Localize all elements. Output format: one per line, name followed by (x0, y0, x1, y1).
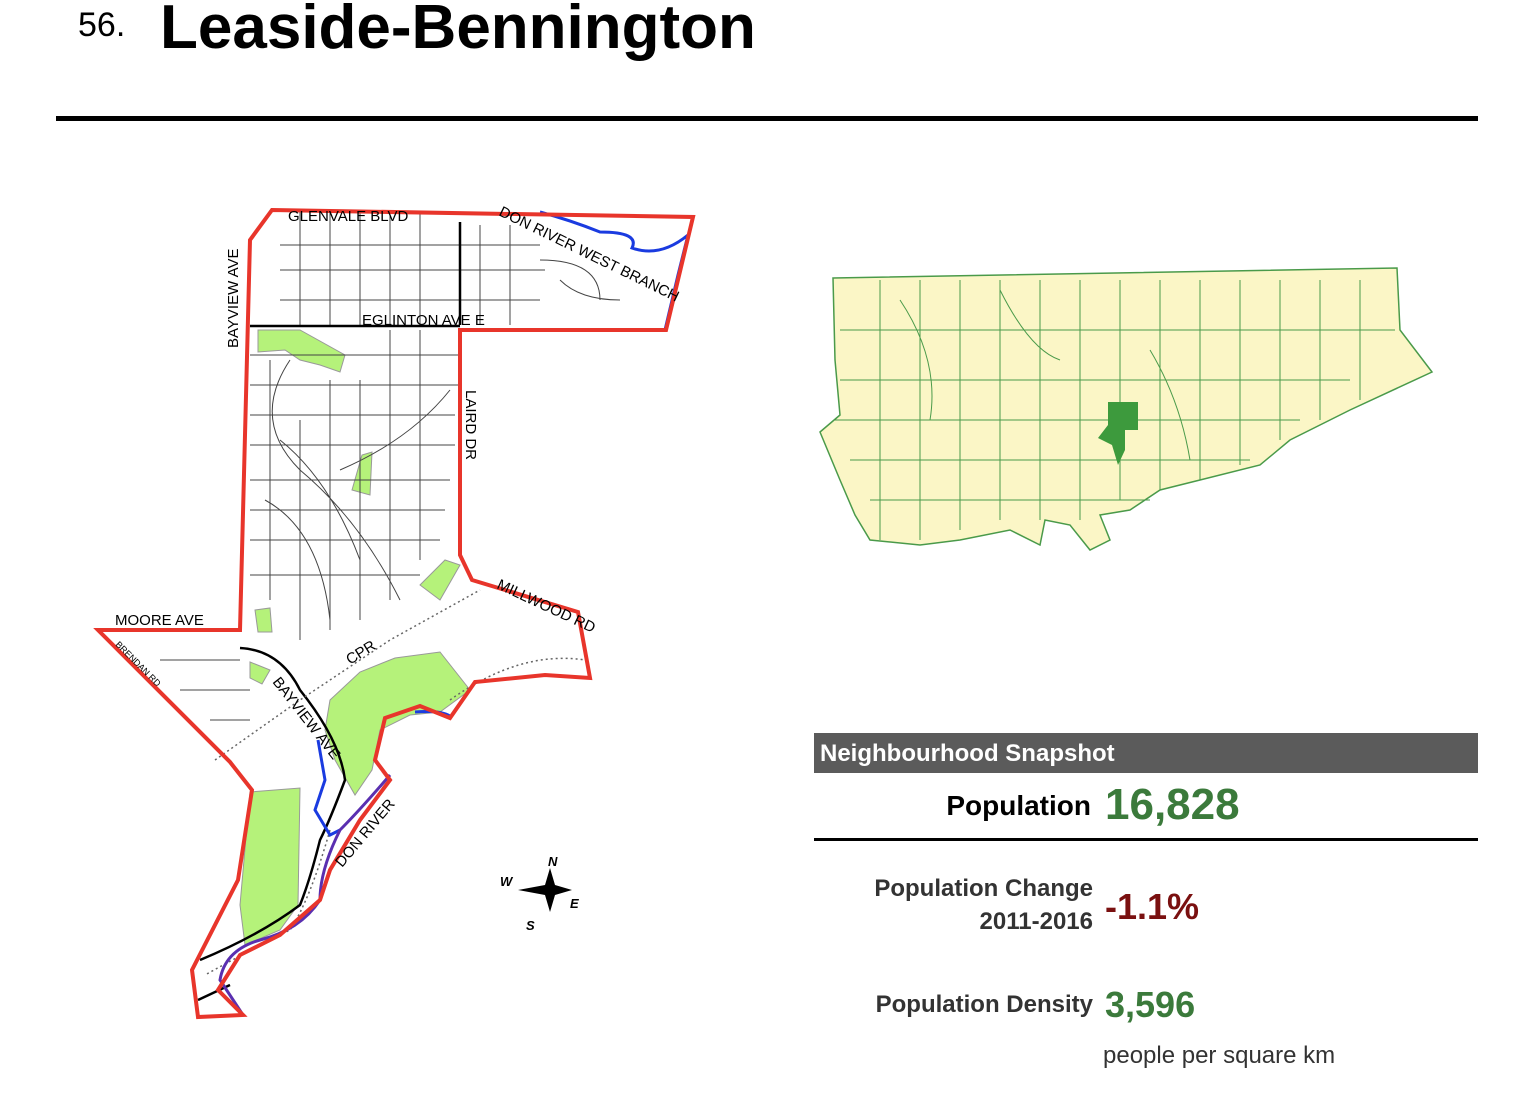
snapshot-header: Neighbourhood Snapshot (814, 733, 1478, 773)
city-locator-map (819, 267, 1434, 551)
snapshot-rule (814, 838, 1478, 841)
street-label: CPR (343, 637, 379, 668)
compass-label: N (548, 854, 558, 869)
population-value: 16,828 (1105, 780, 1240, 829)
street-label: GLENVALE BLVD (288, 208, 408, 225)
title-rule (56, 116, 1478, 121)
neighbourhood-map: GLENVALE BLVD DON RIVER WEST BRANCH BAYV… (93, 203, 696, 1020)
street-label: EGLINTON AVE E (362, 312, 485, 329)
density-value: 3,596 (1105, 984, 1196, 1025)
snapshot-heading: Neighbourhood Snapshot (820, 740, 1115, 767)
change-label: Population Change (874, 875, 1093, 902)
street-label: MILLWOOD RD (494, 576, 598, 636)
street-label: DON RIVER WEST BRANCH (496, 203, 681, 305)
change-period: 2011-2016 (979, 908, 1093, 935)
density-unit: people per square km (1103, 1042, 1336, 1069)
population-label: Population (946, 790, 1091, 821)
street-label: MOORE AVE (115, 612, 204, 629)
compass-label: S (526, 918, 535, 933)
change-value: -1.1% (1105, 886, 1200, 927)
page-title: Leaside-Bennington (160, 0, 756, 62)
density-label: Population Density (875, 991, 1093, 1018)
section-number: 56. (78, 6, 126, 44)
street-label: BRENDAN RD (114, 639, 164, 689)
compass: N S E W (500, 854, 579, 933)
street-label: LAIRD DR (462, 390, 479, 460)
compass-label: W (500, 874, 514, 889)
street-label: DON RIVER (332, 796, 399, 871)
compass-label: E (570, 896, 579, 911)
street-label: BAYVIEW AVE (225, 249, 242, 348)
